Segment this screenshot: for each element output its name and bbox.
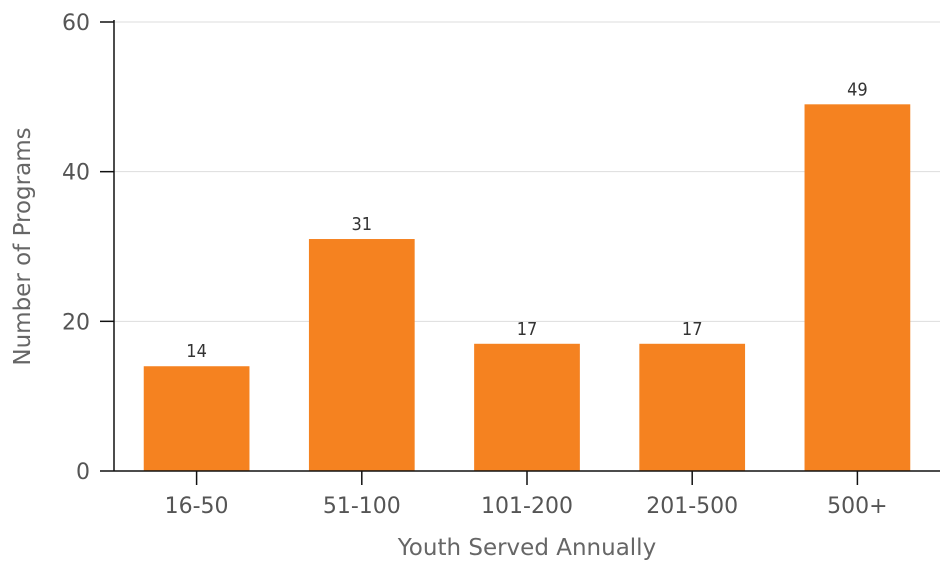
- bars: [143, 104, 911, 472]
- x-tick-label: 500+: [827, 494, 887, 519]
- bar-value-label: 17: [517, 319, 538, 340]
- gridlines: [114, 21, 940, 322]
- y-axis: 0 20 40 60: [62, 11, 115, 485]
- x-tick-label: 16-50: [165, 494, 229, 519]
- x-tick-label: 201-500: [646, 494, 738, 519]
- x-axis: 16-50 51-100 101-200 201-500 500+: [114, 470, 940, 519]
- y-tick-label: 20: [62, 310, 90, 335]
- bar: [308, 239, 415, 471]
- bar: [804, 104, 911, 472]
- x-tick-label: 101-200: [481, 494, 573, 519]
- y-tick-label: 40: [62, 161, 90, 186]
- x-tick-label: 51-100: [323, 494, 401, 519]
- x-axis-title: Youth Served Annually: [397, 535, 656, 561]
- y-tick-label: 60: [62, 11, 90, 36]
- y-tick-label: 0: [76, 460, 90, 485]
- bar-value-label: 14: [186, 341, 207, 362]
- bar-value-label: 49: [847, 79, 868, 100]
- bar-value-label: 17: [682, 319, 703, 340]
- bar-value-label: 31: [351, 214, 372, 235]
- bar: [143, 366, 250, 471]
- data-labels: 14 31 17 17 49: [186, 79, 867, 362]
- bar: [639, 343, 746, 471]
- y-axis-title: Number of Programs: [10, 127, 36, 365]
- bar: [474, 343, 580, 471]
